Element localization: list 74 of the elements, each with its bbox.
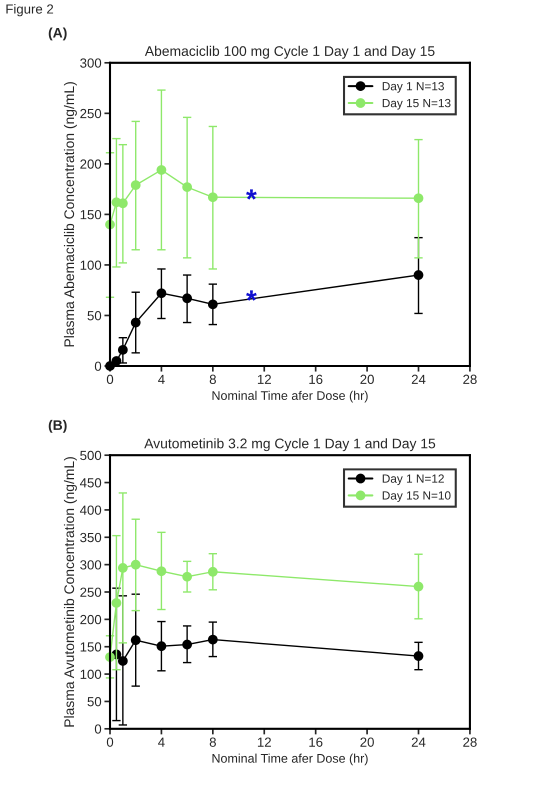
- x-tick-label: 12: [258, 737, 271, 747]
- point: [112, 356, 122, 366]
- point: [182, 182, 192, 192]
- x-tick-label: 24: [412, 374, 426, 384]
- point: [208, 634, 218, 644]
- y-axis-title: Plasma Abemaciclib Concentration (ng/mL): [64, 82, 77, 346]
- annotation: *: [246, 290, 257, 301]
- x-tick-label: 4: [158, 374, 165, 384]
- y-tick-label: 500: [80, 450, 102, 460]
- point: [208, 566, 218, 577]
- x-tick-label: 20: [360, 374, 374, 384]
- point: [156, 566, 166, 576]
- point: [130, 180, 141, 190]
- y-tick-label: 0: [94, 724, 102, 734]
- point: [208, 192, 218, 202]
- chart-title: Avutometinib 3.2 mg Cycle 1 Day 1 and Day 15: [144, 438, 436, 452]
- y-tick-label: 50: [88, 697, 102, 706]
- x-axis-title: Nominal Time afer Dose (hr): [212, 390, 368, 402]
- y-tick-label: 150: [80, 210, 102, 220]
- point: [118, 344, 128, 355]
- y-tick-label: 250: [80, 588, 102, 597]
- y-tick-label: 0: [94, 362, 102, 371]
- chart-title: Abemaciclib 100 mg Cycle 1 Day 1 and Day 15: [144, 46, 435, 59]
- y-tick-label: 50: [88, 311, 102, 320]
- y-tick-label: 100: [80, 260, 102, 270]
- y-tick-label: 200: [80, 159, 102, 169]
- point: [130, 318, 141, 328]
- point: [112, 598, 122, 608]
- point: [414, 651, 424, 661]
- y-tick-label: 100: [80, 670, 102, 679]
- x-tick-label: 16: [309, 737, 322, 747]
- y-tick-label: 200: [80, 614, 102, 624]
- legend-label: Day 1 N=13: [382, 82, 444, 93]
- x-tick-label: 8: [210, 737, 216, 747]
- point: [156, 641, 166, 652]
- text: (B): [48, 420, 67, 433]
- y-tick-label: 450: [80, 478, 102, 488]
- point: [182, 640, 192, 650]
- x-tick-label: 20: [360, 737, 374, 747]
- point: [208, 299, 218, 310]
- point: [156, 165, 166, 175]
- point: [156, 288, 166, 298]
- point: [118, 656, 128, 666]
- legend-label: Day 15 N=10: [382, 491, 451, 502]
- point: [182, 572, 192, 582]
- x-tick-label: 4: [158, 738, 165, 747]
- y-tick-label: 400: [80, 505, 102, 515]
- y-tick-label: 250: [80, 108, 102, 118]
- y-tick-label: 300: [80, 58, 102, 68]
- caption: Figure 2: [6, 4, 54, 16]
- point: [414, 582, 424, 592]
- point: [118, 563, 128, 573]
- point: [130, 635, 141, 646]
- x-tick-label: 0: [106, 737, 114, 747]
- x-tick-label: 8: [210, 374, 216, 384]
- x-tick-label: 28: [463, 374, 477, 384]
- x-axis-title: Nominal Time afer Dose (hr): [212, 754, 368, 766]
- point: [118, 198, 128, 208]
- text: (A): [48, 27, 67, 40]
- point: [182, 293, 192, 304]
- point: [414, 193, 424, 204]
- legend-label: Day 15 N=13: [382, 98, 451, 110]
- x-tick-label: 24: [412, 737, 426, 747]
- legend-label: Day 1 N=12: [382, 474, 444, 486]
- x-tick-label: 16: [309, 374, 322, 384]
- x-tick-label: 28: [463, 737, 477, 747]
- y-tick-label: 350: [80, 532, 102, 542]
- x-tick-label: 12: [258, 374, 271, 384]
- y-tick-label: 150: [80, 642, 102, 652]
- point: [414, 270, 424, 280]
- x-tick-label: 0: [106, 374, 114, 384]
- y-axis-title: Plasma Avutometinib Concentration (ng/mL): [64, 457, 77, 727]
- point: [130, 560, 141, 570]
- y-tick-label: 300: [80, 560, 102, 570]
